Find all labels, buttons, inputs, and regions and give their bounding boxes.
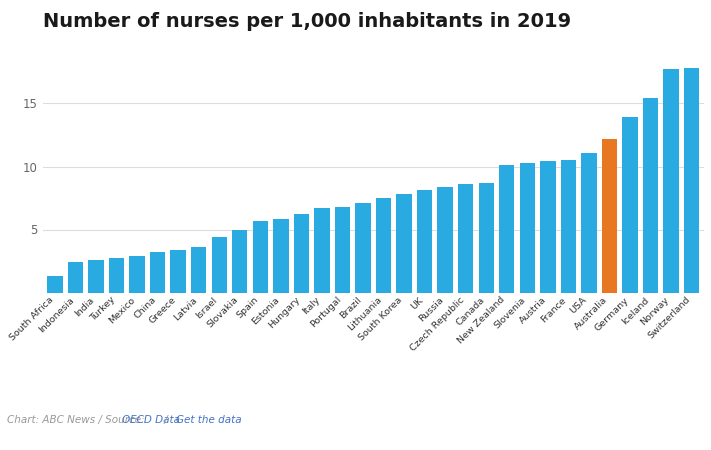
Bar xyxy=(109,258,124,292)
Bar xyxy=(335,207,351,292)
Bar xyxy=(437,187,453,292)
Bar xyxy=(129,256,145,292)
Bar xyxy=(273,220,289,292)
Bar xyxy=(417,190,432,292)
Bar xyxy=(561,160,576,292)
Bar xyxy=(356,203,370,292)
Bar xyxy=(252,220,268,292)
Bar xyxy=(520,163,535,292)
Bar xyxy=(622,117,638,292)
Bar xyxy=(88,260,104,292)
Bar xyxy=(643,99,658,292)
Bar xyxy=(684,68,700,292)
Bar xyxy=(540,162,555,292)
Bar xyxy=(294,214,309,292)
Bar xyxy=(479,183,494,292)
Bar xyxy=(376,198,391,292)
Bar xyxy=(212,237,227,292)
Bar xyxy=(458,184,474,292)
Bar xyxy=(499,165,515,292)
Bar xyxy=(602,139,617,292)
Bar xyxy=(232,230,247,292)
Text: OECD Data: OECD Data xyxy=(122,415,181,425)
Bar xyxy=(47,276,63,292)
Text: Chart: ABC News / Source:: Chart: ABC News / Source: xyxy=(7,415,148,425)
Text: Get the data: Get the data xyxy=(176,415,241,425)
Bar xyxy=(663,69,679,292)
Bar xyxy=(68,262,83,292)
Bar xyxy=(150,252,166,292)
Bar xyxy=(396,194,412,292)
Bar xyxy=(191,247,206,292)
Bar xyxy=(581,153,597,292)
Bar xyxy=(314,208,330,292)
Text: Number of nurses per 1,000 inhabitants in 2019: Number of nurses per 1,000 inhabitants i… xyxy=(43,12,571,31)
Bar xyxy=(171,250,186,292)
Text: /: / xyxy=(161,415,171,425)
